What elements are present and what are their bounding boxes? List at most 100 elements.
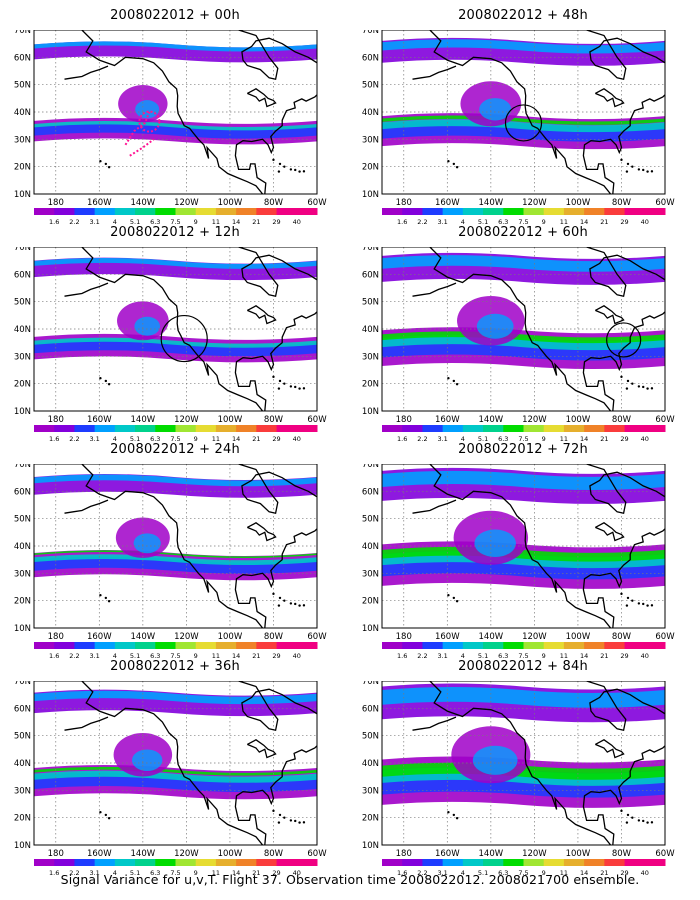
forecast-panel-72h: 2008022012 + 72h 70N 60N 50N 40N 30N 20N 10N 18… [358, 442, 688, 660]
variance-blob-core [135, 100, 160, 119]
colorbar-swatch [74, 208, 96, 215]
lat-tick-label: 10N [362, 190, 379, 200]
colorbar-swatch [54, 642, 75, 649]
colorbar-label: 40 [641, 652, 649, 660]
lon-tick-label: 80W [612, 415, 632, 425]
colorbar-label: 11 [560, 652, 568, 660]
graticule [34, 30, 317, 194]
colorbar-label: 9 [194, 869, 198, 877]
map-plot: 70N 60N 50N 40N 30N 20N 10N 180 160W 140W 120W 100W… [362, 681, 675, 877]
lat-tick-label: 10N [14, 190, 31, 200]
lat-tick-label: 60N [14, 704, 31, 714]
colorbar-swatch [94, 642, 116, 649]
colorbar-label: 40 [293, 435, 301, 443]
coastlines [412, 30, 665, 194]
variance-band [382, 255, 665, 272]
lon-tick-label: 140W [479, 415, 504, 425]
forecast-panel-24h: 2008022012 + 24h 70N 60N 50N 40N 30N 20N 10N 18… [10, 442, 340, 660]
variance-blob-core [472, 745, 518, 775]
colorbar-swatch [442, 208, 464, 215]
colorbar-swatch [563, 208, 585, 215]
forecast-panel-60h: 2008022012 + 60h 70N 60N 50N 40N 30N 20N 10N 18… [358, 225, 688, 443]
colorbar-swatch [402, 642, 423, 649]
lat-tick-label: 20N [14, 380, 31, 390]
lon-tick-label: 120W [522, 849, 547, 859]
variance-blob-core [132, 749, 163, 772]
colorbar-swatch [382, 859, 403, 866]
colorbar-label: 3.1 [437, 869, 447, 877]
colorbar-label: 6.3 [498, 869, 508, 877]
colorbar-swatch [382, 208, 403, 215]
colorbar-swatch [215, 425, 237, 432]
colorbar-swatch [402, 208, 423, 215]
colorbar-swatch [135, 642, 156, 649]
colorbar-label: 14 [580, 435, 588, 443]
variance-band [382, 119, 665, 133]
colorbar-label: 21 [252, 869, 260, 877]
colorbar-label: 40 [641, 869, 649, 877]
colorbar-label: 4 [461, 652, 465, 660]
colorbar-swatch [34, 208, 55, 215]
variance-band [382, 762, 665, 780]
colorbar-swatch [175, 208, 197, 215]
colorbar-swatch [543, 208, 565, 215]
lon-tick-label: 60W [307, 849, 327, 859]
colorbar-swatch [74, 425, 96, 432]
lon-tick-label: 120W [174, 849, 199, 859]
colorbar-swatch [256, 859, 278, 866]
map-plot: 70N 60N 50N 40N 30N 20N 10N 180 160W 140W 120W 100W… [14, 30, 327, 226]
colorbar-label: 21 [252, 652, 260, 660]
figure-caption: Signal Variance for u,v,T. Flight 37. Ob… [60, 872, 640, 887]
lat-tick-label: 60N [362, 704, 379, 714]
colorbar-label: 1.6 [49, 652, 59, 660]
colorbar-swatch [135, 425, 156, 432]
colorbar-swatch [523, 642, 545, 649]
verification-circle [504, 104, 543, 142]
colorbar-swatch [54, 425, 75, 432]
coastlines [412, 464, 665, 628]
lon-tick-label: 80W [264, 198, 284, 208]
colorbar-label: 9 [194, 218, 198, 226]
colorbar-swatch [195, 208, 217, 215]
colorbar-label: 14 [580, 869, 588, 877]
colorbar-swatch [215, 642, 237, 649]
forecast-panel-00h: 2008022012 + 00h 70N 60N 50N 40N 30N 20N 10N 18… [10, 8, 340, 226]
colorbar-swatch [644, 208, 666, 215]
colorbar-label: 5.1 [478, 218, 488, 226]
colorbar-label: 29 [272, 652, 280, 660]
colorbar-swatch [422, 208, 444, 215]
colorbar-label: 9 [542, 869, 546, 877]
graticule [34, 464, 317, 628]
flight-track [138, 110, 161, 133]
colorbar-label: 4 [461, 869, 465, 877]
lat-tick-label: 70N [362, 30, 379, 36]
colorbar-swatch [175, 425, 197, 432]
lat-tick-label: 70N [14, 247, 31, 253]
colorbar: 1.6 2.2 3.1 4 5.1 6.3 7.5 9 11 14 21 29 40 [34, 859, 318, 877]
colorbar: 1.6 2.2 3.1 4 5.1 6.3 7.5 9 11 14 21 29 40 [382, 425, 666, 443]
colorbar-swatch [604, 642, 626, 649]
colorbar-label: 5.1 [478, 435, 488, 443]
lon-tick-label: 120W [522, 198, 547, 208]
colorbar-label: 9 [194, 652, 198, 660]
colorbar-label: 6.3 [150, 869, 160, 877]
colorbar-label: 2.2 [69, 869, 79, 877]
colorbar-swatch [584, 859, 605, 866]
lon-tick-label: 140W [131, 849, 156, 859]
lon-tick-label: 100W [218, 632, 243, 642]
map-frame [381, 681, 666, 846]
lat-tick-label: 40N [14, 108, 31, 118]
verification-circle [160, 314, 208, 363]
colorbar-label: 9 [542, 652, 546, 660]
colorbar-swatch [523, 208, 545, 215]
lon-tick-label: 100W [218, 198, 243, 208]
lat-tick-label: 60N [14, 270, 31, 280]
colorbar-swatch [296, 859, 318, 866]
colorbar-swatch [604, 208, 626, 215]
colorbar-swatch [74, 642, 96, 649]
colorbar-label: 7.5 [518, 652, 528, 660]
colorbar-label: 4 [113, 869, 117, 877]
colorbar: 1.6 2.2 3.1 4 5.1 6.3 7.5 9 11 14 21 29 40 [382, 859, 666, 877]
lat-tick-label: 20N [362, 597, 379, 607]
verification-circle [606, 322, 642, 358]
